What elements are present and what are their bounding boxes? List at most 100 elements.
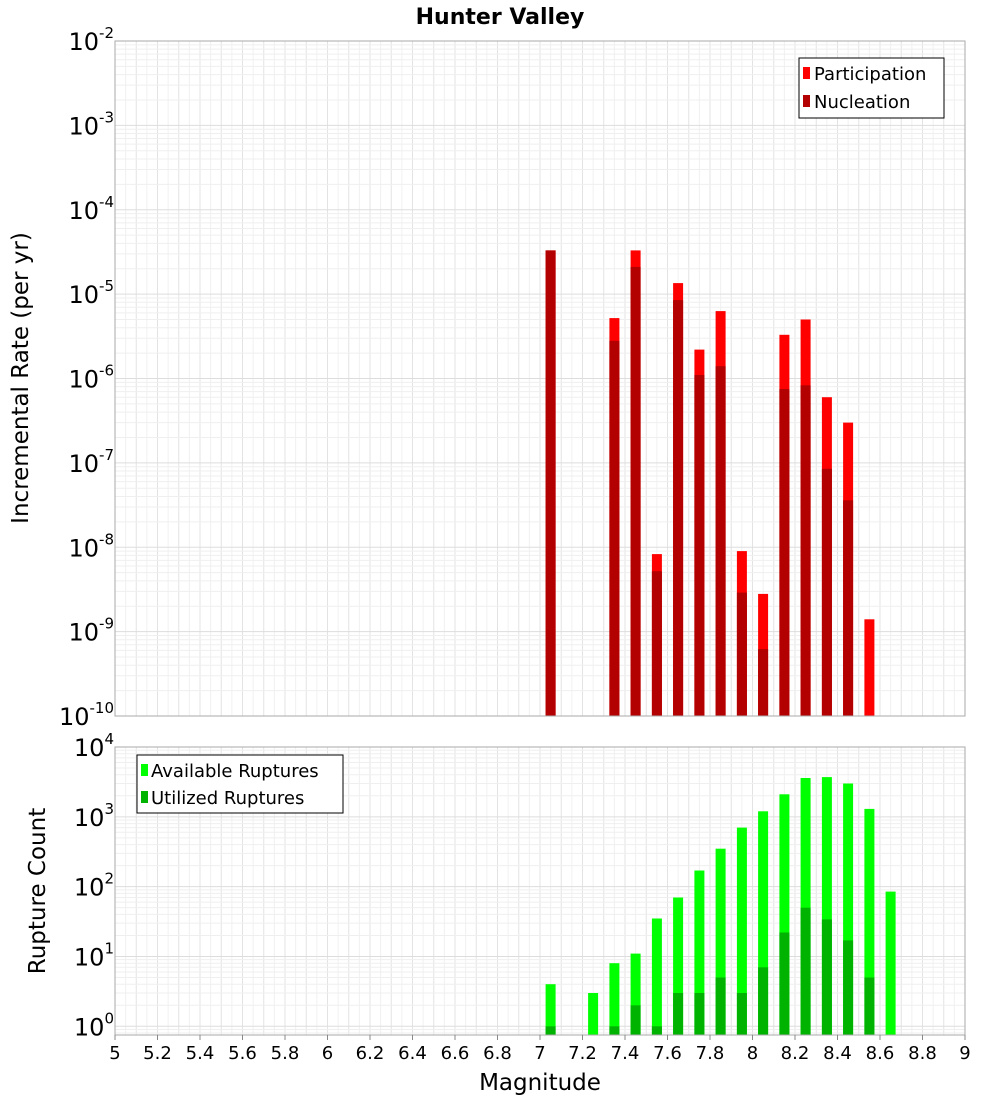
legend-swatch-utilized-ruptures	[141, 791, 148, 803]
rate-bar-nucleation-10	[800, 385, 811, 716]
x-tick-label-17: 8.4	[823, 1043, 852, 1064]
chart-title: Hunter Valley	[416, 5, 585, 30]
x-tick-label-20: 9	[959, 1043, 970, 1064]
x-tick-label-11: 7.2	[568, 1043, 597, 1064]
top-bars	[545, 250, 875, 716]
top-y-tick-label-1: 10-9	[68, 615, 114, 647]
count-bar-utilized-ruptures-13	[864, 977, 875, 1035]
bottom-y-tick-label-2: 102	[74, 870, 114, 902]
bottom-legend: Available Ruptures Utilized Ruptures	[136, 754, 344, 814]
x-tick-label-4: 5.8	[271, 1043, 300, 1064]
top-plot-frame	[114, 40, 966, 717]
top-y-tick-label-4: 10-6	[68, 362, 114, 394]
legend-swatch-available-ruptures	[141, 764, 148, 776]
count-bar-utilized-ruptures-6	[715, 977, 726, 1035]
rate-bar-nucleation-2	[630, 266, 641, 716]
x-tick-label-13: 7.6	[653, 1043, 682, 1064]
x-tick-label-1: 5.2	[143, 1043, 172, 1064]
rate-bar-nucleation-11	[821, 468, 832, 716]
top-y-tick-label-3: 10-7	[68, 446, 114, 478]
count-bar-utilized-ruptures-2	[630, 1005, 641, 1035]
legend-label-participation: Participation	[814, 64, 926, 85]
top-legend: Participation Nucleation	[798, 57, 945, 119]
rate-bar-nucleation-8	[758, 649, 769, 716]
bottom-y-tick-label-3: 103	[74, 800, 114, 832]
x-tick-label-8: 6.6	[441, 1043, 470, 1064]
legend-label-utilized-ruptures: Utilized Ruptures	[151, 788, 304, 809]
top-y-tick-label-0: 10-10	[59, 699, 114, 731]
x-tick-label-14: 7.8	[696, 1043, 725, 1064]
count-bar-available-ruptures-12	[821, 777, 832, 1035]
bottom-x-ticks: 5 5.2 5.4 5.6 5.8 6 6.2 6.4 6.6 6.8 7 7.2 7.4 7.6 7.8 8…	[109, 1035, 971, 1064]
x-tick-label-0: 5	[109, 1043, 120, 1064]
x-tick-label-19: 8.8	[908, 1043, 937, 1064]
x-tick-label-6: 6.2	[356, 1043, 385, 1064]
count-bar-utilized-ruptures-11	[821, 919, 832, 1035]
top-y-ticks: 10-10 10-9 10-8 10-7 10-6 10-5 10-4 10-3 10-2	[59, 24, 114, 731]
legend-label-nucleation: Nucleation	[814, 92, 910, 113]
x-tick-label-12: 7.4	[611, 1043, 640, 1064]
rate-bar-nucleation-5	[694, 375, 705, 716]
count-bar-utilized-ruptures-3	[651, 1026, 662, 1035]
bottom-legend-box	[136, 754, 344, 814]
count-bar-utilized-ruptures-10	[800, 907, 811, 1035]
x-tick-label-10: 7	[534, 1043, 545, 1064]
x-tick-label-15: 8	[747, 1043, 758, 1064]
count-bar-available-ruptures-8	[736, 827, 747, 1035]
count-bar-available-ruptures-2	[609, 963, 620, 1035]
x-tick-label-5: 6	[322, 1043, 333, 1064]
count-bar-available-ruptures-3	[630, 953, 641, 1035]
top-y-tick-label-6: 10-4	[68, 193, 114, 225]
count-bar-utilized-ruptures-9	[779, 932, 790, 1035]
top-grid	[115, 40, 965, 717]
rate-bar-nucleation-7	[736, 592, 747, 716]
legend-swatch-nucleation	[803, 95, 810, 107]
count-bar-available-ruptures-5	[673, 897, 684, 1035]
count-bar-utilized-ruptures-0	[545, 1026, 556, 1035]
bottom-y-tick-label-4: 104	[74, 730, 114, 762]
x-axis-label: Magnitude	[479, 1070, 601, 1096]
count-bar-utilized-ruptures-8	[758, 967, 769, 1035]
rate-bar-nucleation-0	[545, 250, 556, 716]
count-bar-available-ruptures-11	[800, 778, 811, 1035]
bottom-y-tick-label-1: 101	[74, 940, 114, 972]
top-y-axis-label: Incremental Rate (per yr)	[8, 232, 34, 524]
count-bar-available-ruptures-14	[864, 808, 875, 1035]
rate-bar-nucleation-9	[779, 389, 790, 716]
x-tick-label-7: 6.4	[398, 1043, 427, 1064]
rate-bar-nucleation-12	[843, 500, 854, 716]
top-y-tick-label-8: 10-2	[68, 24, 114, 56]
top-y-tick-label-2: 10-8	[68, 530, 114, 562]
x-tick-label-9: 6.8	[483, 1043, 512, 1064]
rate-bar-nucleation-4	[673, 300, 684, 716]
x-tick-label-18: 8.6	[866, 1043, 895, 1064]
rate-bar-nucleation-6	[715, 366, 726, 716]
count-bar-utilized-ruptures-4	[673, 993, 684, 1035]
rate-bar-nucleation-3	[651, 571, 662, 716]
count-bar-available-ruptures-7	[715, 848, 726, 1035]
count-bar-available-ruptures-10	[779, 794, 790, 1035]
count-bar-available-ruptures-1	[588, 993, 599, 1035]
bottom-y-axis-label: Rupture Count	[25, 808, 51, 974]
bottom-y-ticks: 100 101 102 103 104	[74, 730, 114, 1041]
count-bar-available-ruptures-6	[694, 870, 705, 1035]
count-bar-available-ruptures-4	[651, 918, 662, 1035]
count-bar-available-ruptures-15	[885, 891, 896, 1035]
bottom-bars	[545, 777, 896, 1035]
rate-bar-participation-13	[864, 619, 875, 716]
count-bar-utilized-ruptures-1	[609, 1026, 620, 1035]
count-bar-utilized-ruptures-5	[694, 993, 705, 1035]
count-bar-available-ruptures-9	[758, 811, 769, 1035]
count-bar-available-ruptures-13	[843, 783, 854, 1035]
x-tick-label-3: 5.6	[228, 1043, 257, 1064]
count-bar-available-ruptures-0	[545, 984, 556, 1035]
legend-swatch-participation	[803, 67, 810, 79]
top-y-tick-label-7: 10-3	[68, 108, 114, 140]
bottom-y-tick-label-0: 100	[74, 1009, 114, 1041]
top-y-tick-label-5: 10-5	[68, 277, 114, 309]
count-bar-utilized-ruptures-7	[736, 993, 747, 1035]
legend-label-available-ruptures: Available Ruptures	[151, 761, 319, 782]
count-bar-utilized-ruptures-12	[843, 940, 854, 1035]
